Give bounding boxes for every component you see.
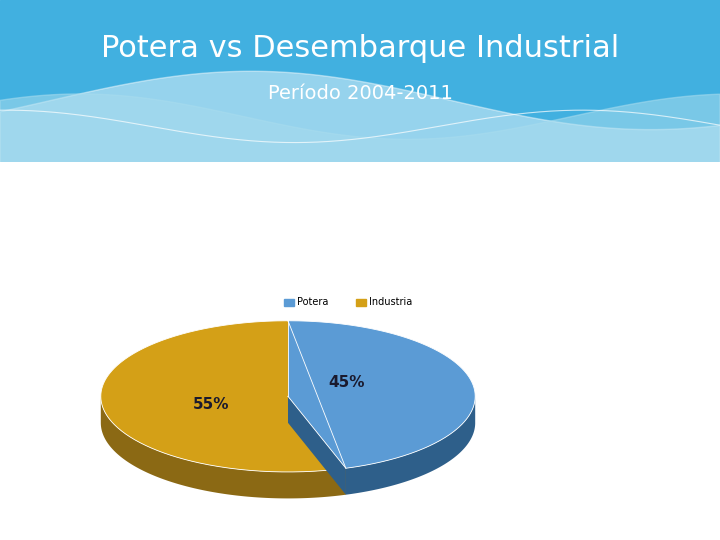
Text: Período 2004-2011: Período 2004-2011 [268,84,452,104]
Polygon shape [101,396,346,498]
Polygon shape [288,321,475,468]
Bar [356,299,366,306]
Text: 45%: 45% [328,375,365,390]
Text: 55%: 55% [193,396,229,411]
Text: Industria: Industria [369,298,413,307]
Text: Potera vs Desembarque Industrial: Potera vs Desembarque Industrial [101,34,619,63]
Polygon shape [346,397,475,495]
Text: Potera: Potera [297,298,329,307]
Polygon shape [288,396,346,495]
Polygon shape [101,321,346,472]
Bar [284,299,294,306]
Polygon shape [288,396,346,495]
